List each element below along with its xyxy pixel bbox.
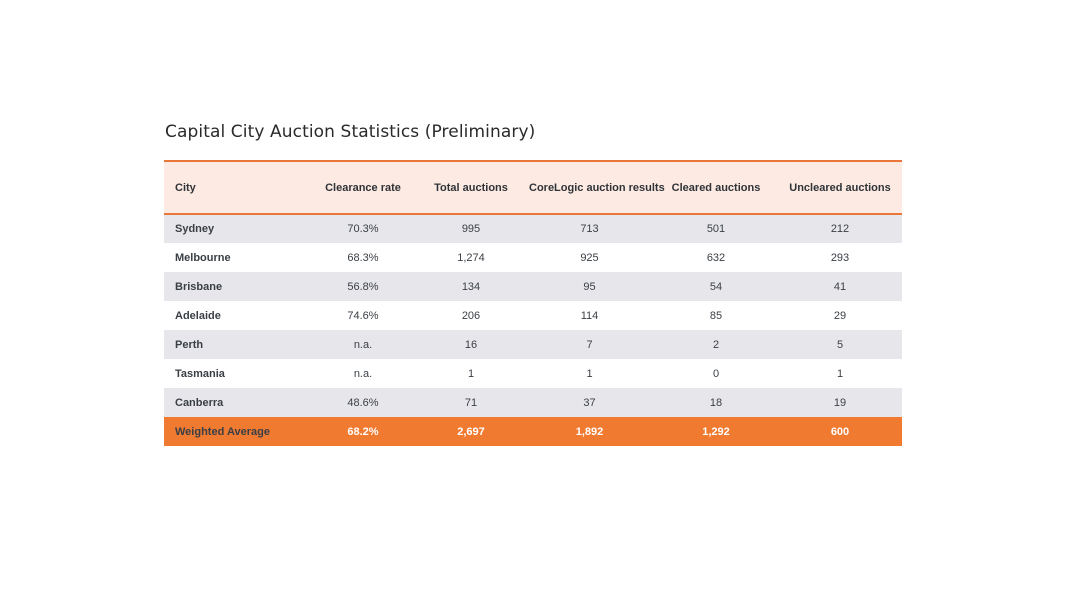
corelogic-results-cell: 713: [580, 223, 599, 235]
weighted-average-row: Weighted Average 68.2% 2,697 1,892 1,292…: [164, 417, 902, 446]
total-auctions-cell: 1: [467, 367, 475, 380]
header-city: City: [175, 181, 196, 194]
table-row: Canberra 48.6% 71 37 18 19: [164, 388, 902, 417]
header-cleared-auctions: Cleared auctions: [671, 181, 761, 194]
uncleared-cell: 29: [833, 309, 847, 322]
corelogic-results-cell: 7: [586, 338, 593, 351]
cleared-cell: 0: [712, 367, 720, 380]
page-title: Capital City Auction Statistics (Prelimi…: [165, 122, 536, 142]
total-auctions-cell: 206: [461, 309, 481, 322]
city-cell: Brisbane: [175, 280, 223, 293]
city-cell: Tasmania: [175, 367, 225, 380]
header-clearance-rate: Clearance rate: [325, 181, 401, 194]
total-auctions-cell: 134: [461, 280, 481, 293]
cleared-cell: 85: [709, 309, 723, 322]
corelogic-results-cell: 95: [583, 280, 596, 293]
uncleared-cell: 1: [836, 367, 844, 380]
footer-uncleared-cell: 600: [830, 425, 850, 438]
cleared-cell: 54: [709, 280, 723, 293]
table-row: Brisbane 56.8% 134 95 54 41: [164, 272, 902, 301]
footer-city-cell: Weighted Average: [175, 425, 270, 438]
uncleared-cell: 5: [836, 338, 844, 351]
auction-stats-table: City Clearance rate Total auctions CoreL…: [164, 160, 902, 446]
total-auctions-cell: 16: [464, 338, 478, 351]
clearance-rate-cell: n.a.: [353, 338, 373, 351]
clearance-rate-cell: 56.8%: [347, 280, 379, 293]
header-total-auctions: Total auctions: [434, 181, 508, 194]
corelogic-results-cell: 925: [580, 251, 599, 264]
footer-total-auctions-cell: 2,697: [457, 425, 485, 438]
clearance-rate-cell: 74.6%: [347, 309, 379, 322]
header-corelogic-results: CoreLogic auction results: [529, 181, 665, 194]
total-auctions-cell: 995: [461, 223, 481, 235]
table-row: Melbourne 68.3% 1,274 925 632 293: [164, 243, 902, 272]
table-row: Adelaide 74.6% 206 114 85 29: [164, 301, 902, 330]
uncleared-cell: 212: [830, 223, 850, 235]
uncleared-cell: 41: [833, 280, 847, 293]
cleared-cell: 18: [709, 396, 723, 409]
city-cell: Adelaide: [175, 309, 221, 322]
cleared-cell: 632: [706, 251, 726, 264]
footer-clearance-rate-cell: 68.2%: [347, 425, 379, 438]
corelogic-results-cell: 1: [586, 367, 593, 380]
table-body: Sydney 70.3% 995 713 501 212 Melbourne 6…: [164, 214, 902, 417]
clearance-rate-cell: 48.6%: [347, 396, 379, 409]
clearance-rate-cell: 70.3%: [347, 223, 379, 235]
total-auctions-cell: 71: [464, 396, 478, 409]
corelogic-results-cell: 37: [583, 396, 596, 409]
corelogic-results-cell: 114: [580, 309, 599, 322]
table-row: Tasmania n.a. 1 1 0 1: [164, 359, 902, 388]
footer-cleared-cell: 1,292: [702, 425, 730, 438]
uncleared-cell: 19: [833, 396, 847, 409]
city-cell: Perth: [175, 338, 204, 351]
header-row: City Clearance rate Total auctions CoreL…: [164, 161, 902, 214]
footer-corelogic-results-cell: 1,892: [575, 425, 604, 438]
city-cell: Sydney: [175, 223, 215, 235]
table-footer: Weighted Average 68.2% 2,697 1,892 1,292…: [164, 417, 902, 446]
clearance-rate-cell: 68.3%: [347, 251, 379, 264]
table-row: Perth n.a. 16 7 2 5: [164, 330, 902, 359]
total-auctions-cell: 1,274: [457, 251, 485, 264]
cleared-cell: 2: [712, 338, 720, 351]
city-cell: Melbourne: [175, 251, 231, 264]
table-row: Sydney 70.3% 995 713 501 212: [164, 214, 902, 243]
city-cell: Canberra: [175, 396, 224, 409]
clearance-rate-cell: n.a.: [353, 367, 373, 380]
table-header: City Clearance rate Total auctions CoreL…: [164, 161, 902, 214]
header-uncleared-auctions: Uncleared auctions: [789, 181, 891, 194]
cleared-cell: 501: [706, 223, 726, 235]
uncleared-cell: 293: [830, 251, 850, 264]
